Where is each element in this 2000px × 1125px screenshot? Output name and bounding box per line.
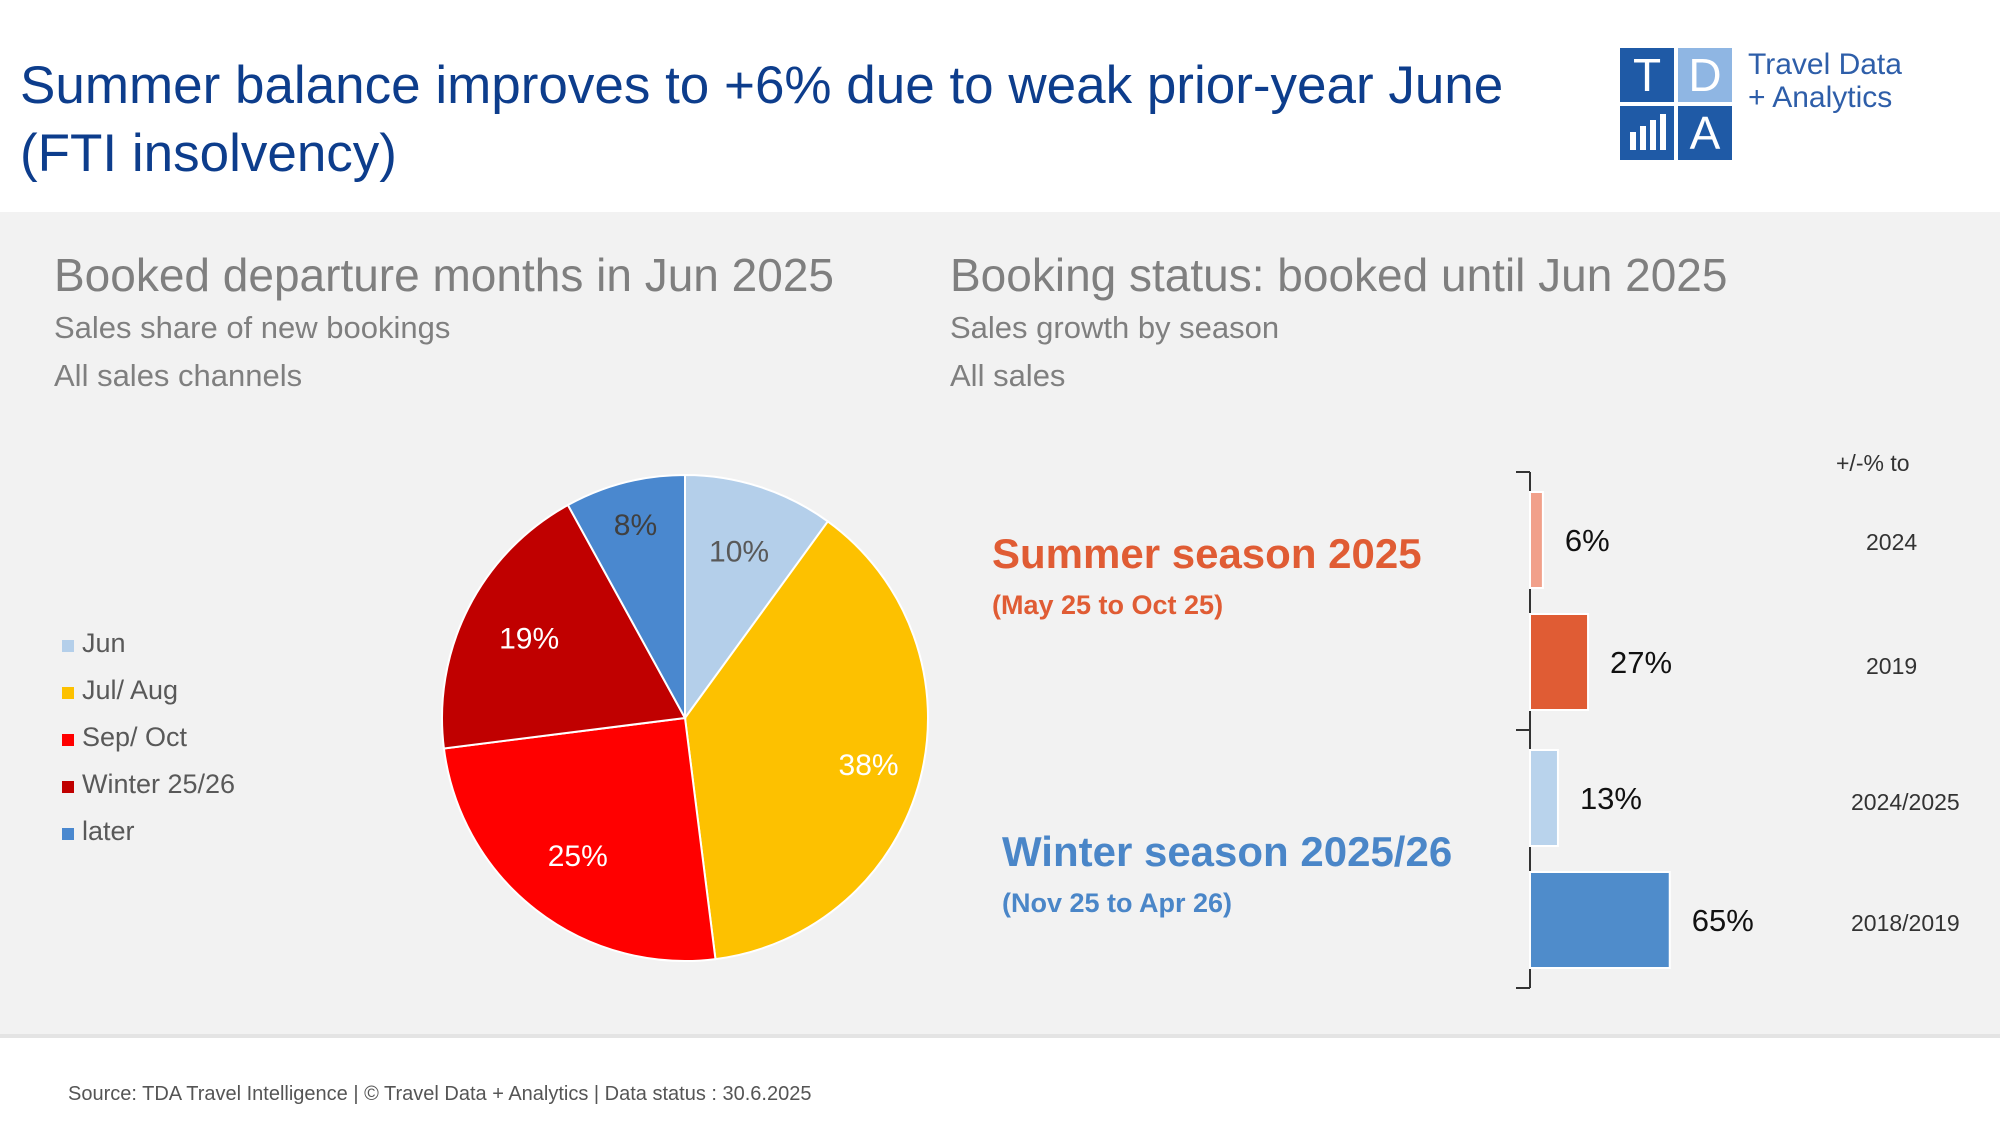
logo-wordmark: Travel Data + Analytics [1748,48,1902,114]
pie-label-later: 8% [614,509,657,542]
right-chart-subtitle-2: All sales [950,358,1066,393]
column-header: +/-% to [1836,450,1910,476]
ref-label-2024-2025: 2024/2025 [1851,789,1960,815]
bar-summer-2019 [1529,613,1590,711]
pie-slice-winter [441,503,687,750]
left-chart-subtitle-2: All sales channels [54,358,303,393]
legend-swatch-later [62,828,74,840]
legend-label-winter: Winter 25/26 [82,769,236,799]
left-chart-title: Booked departure months in Jun 2025 [54,249,834,301]
season-growth-bar-chart: 6% 27% 13% 65% [1516,471,1754,989]
winter-season-range: (Nov 25 to Apr 26) [1002,888,1233,918]
bar-label-summer-2019: 27% [1610,645,1672,680]
legend-swatch-jul-aug [62,687,74,699]
winter-season-title: Winter season 2025/26 [1002,828,1453,875]
logo-text-line-1: Travel Data [1748,48,1902,81]
pie-label-sep-oct: 25% [548,840,608,873]
pie-slice-sep-oct [442,716,717,962]
bar-label-winter-2018-2019: 65% [1692,903,1754,938]
page-title: Summer balance improves to +6% due to we… [20,52,1580,188]
bar-label-summer-2024: 6% [1565,523,1610,558]
pie-chart: 10% 38% 25% 19% 8% [441,473,929,962]
pie-label-winter: 19% [499,623,559,656]
ref-label-2018-2019: 2018/2019 [1851,910,1960,936]
pie-slice-later [566,473,686,719]
pie-label-jun: 10% [709,536,769,569]
legend-swatch-jun [62,640,74,652]
source-note: Source: TDA Travel Intelligence | © Trav… [68,1083,812,1105]
summer-season-title: Summer season 2025 [992,530,1422,577]
footer-divider [0,1034,2000,1038]
pie-slice-jun [684,473,830,722]
right-chart-subtitle-1: Sales growth by season [950,310,1280,345]
legend-label-sep-oct: Sep/ Oct [82,722,188,752]
header: Summer balance improves to +6% due to we… [0,0,2000,212]
legend-swatch-sep-oct [62,734,74,746]
summer-season-range: (May 25 to Oct 25) [992,590,1224,620]
legend-label-later: later [82,816,135,846]
legend-label-jul-aug: Jul/ Aug [82,675,179,705]
logo-letter-t: T [1620,48,1674,102]
ref-label-2019: 2019 [1866,653,1918,679]
logo-text-line-2: + Analytics [1748,81,1893,114]
bar-winter-2024-2025 [1529,749,1559,847]
page-title-line-2: (FTI insolvency) [20,124,397,183]
ref-label-2024: 2024 [1866,529,1918,555]
bar-label-winter-2024-2025: 13% [1580,781,1642,816]
legend-swatch-winter [62,781,74,793]
bar-summer-2024 [1529,491,1544,589]
bar-winter-2018-2019 [1529,871,1671,969]
logo-letter-d: D [1678,48,1732,102]
tda-logo: T D A [1620,48,1732,160]
pie-slice-jul-aug [683,520,929,961]
bar-chart-icon [1620,106,1674,160]
page-title-line-1: Summer balance improves to +6% due to we… [20,56,1504,115]
left-chart-subtitle-1: Sales share of new bookings [54,310,451,345]
pie-label-jul-aug: 38% [839,749,899,782]
legend-label-jun: Jun [82,628,126,658]
logo-letter-a: A [1678,106,1732,160]
right-chart-title: Booking status: booked until Jun 2025 [950,249,1728,301]
